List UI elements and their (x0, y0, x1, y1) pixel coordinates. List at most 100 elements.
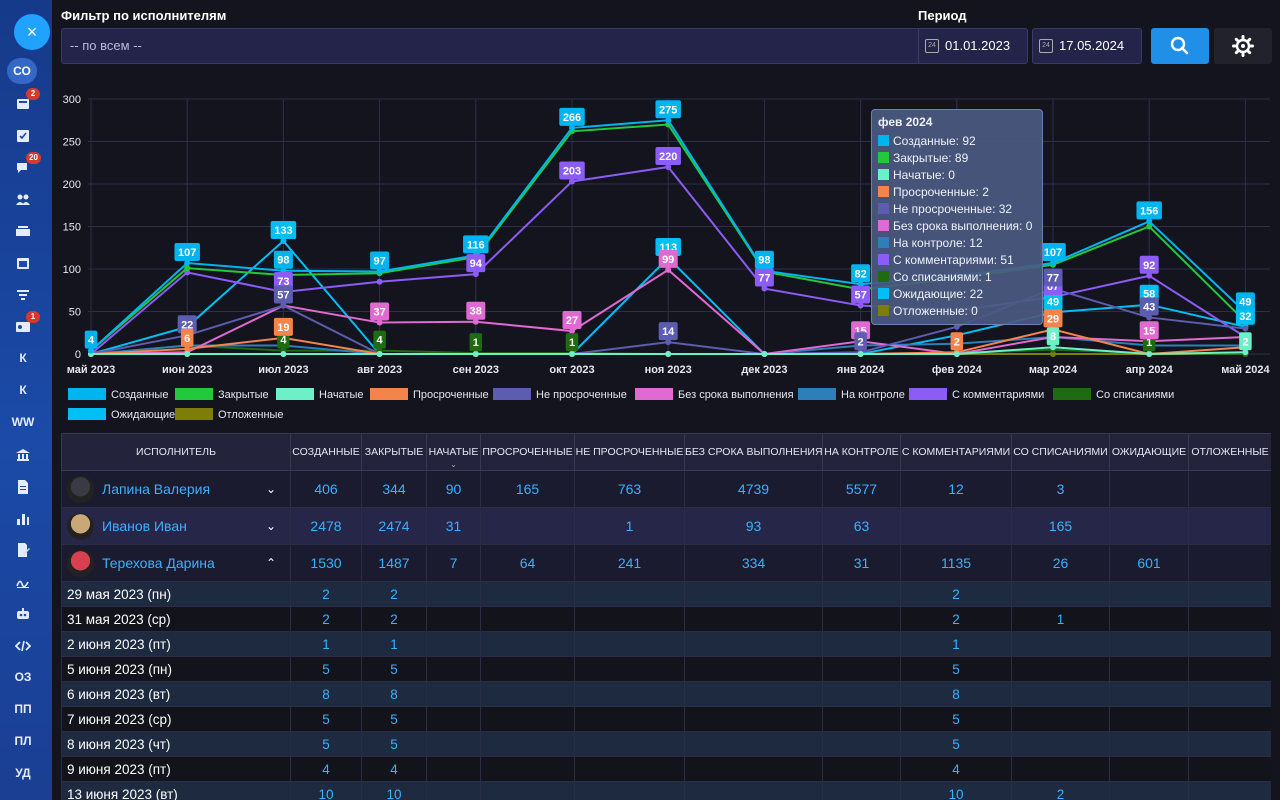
data-point[interactable] (569, 178, 575, 185)
legend-item[interactable]: Ожидающие (68, 408, 175, 422)
sidebar-item-text[interactable]: УД (0, 760, 46, 786)
data-point[interactable] (472, 271, 479, 278)
data-point[interactable] (953, 351, 960, 357)
column-header[interactable]: ОЖИДАЮЩИЕ (1109, 433, 1189, 471)
data-point[interactable] (1146, 314, 1153, 321)
executor-cell[interactable]: Терехова Дарина ⌃ (61, 544, 291, 582)
data-point[interactable] (1242, 325, 1249, 332)
legend-item[interactable]: Не просроченные (493, 388, 627, 402)
executor-name[interactable]: Лапина Валерия (102, 481, 211, 497)
data-point[interactable] (184, 260, 191, 267)
date-from-input[interactable]: 24 01.01.2023 (918, 28, 1028, 64)
data-point[interactable] (953, 323, 960, 330)
sidebar-item-robot[interactable] (0, 600, 46, 626)
sidebar-item-calendar[interactable] (0, 250, 46, 276)
data-point[interactable] (88, 347, 94, 354)
sidebar-item-text[interactable]: ПЛ (0, 728, 46, 754)
chevron-down-icon[interactable]: ⌄ (265, 519, 276, 533)
executor-row[interactable]: Иванов Иван ⌄ 2478 2474 31 1 93 63 165 (61, 507, 1271, 545)
chevron-up-icon[interactable]: ⌃ (265, 556, 276, 570)
executor-row[interactable]: Лапина Валерия ⌄ 406 344 90 165 763 4739 5577 12 3 (61, 470, 1271, 508)
data-point[interactable] (184, 265, 191, 272)
legend-item[interactable]: Начатые (276, 388, 364, 402)
sidebar-item-active[interactable]: СО (7, 58, 37, 84)
data-point[interactable] (569, 124, 575, 131)
column-header[interactable]: С КОММЕНТАРИЯМИ (900, 433, 1012, 471)
data-point[interactable] (184, 269, 191, 276)
sidebar-item-filter[interactable] (0, 281, 46, 307)
sidebar-item-bank[interactable] (0, 441, 46, 467)
legend-item[interactable]: Отложенные (175, 408, 284, 422)
data-point[interactable] (280, 302, 287, 309)
data-point[interactable] (472, 351, 479, 357)
data-point[interactable] (1050, 351, 1056, 357)
data-point[interactable] (1146, 272, 1153, 279)
data-point[interactable] (1242, 349, 1249, 356)
data-point[interactable] (569, 328, 575, 335)
column-header[interactable]: НАЧАТЫЕ ⌄ (426, 433, 481, 471)
sidebar-item-code[interactable] (0, 632, 46, 658)
data-point[interactable] (1146, 351, 1153, 357)
legend-item[interactable]: Со списаниями (1053, 388, 1174, 402)
legend-item[interactable]: На контроле (798, 388, 905, 402)
column-header[interactable]: ПРОСРОЧЕННЫЕ (480, 433, 575, 471)
sidebar-item-users[interactable] (0, 186, 46, 212)
sidebar-item-text[interactable]: ОЗ (0, 664, 46, 690)
sidebar-item-text[interactable]: К (0, 377, 46, 403)
sidebar-item-bar-chart[interactable] (0, 505, 46, 531)
legend-item[interactable]: Созданные (68, 388, 168, 402)
sidebar-item-signature[interactable] (0, 569, 46, 595)
data-point[interactable] (472, 318, 479, 325)
data-point[interactable] (376, 278, 383, 285)
data-point[interactable] (376, 268, 383, 275)
sidebar-item-chat[interactable]: 20 (0, 151, 46, 180)
sidebar-item-text[interactable]: К (0, 345, 46, 371)
column-header[interactable]: БЕЗ СРОКА ВЫПОЛНЕНИЯ (684, 433, 823, 471)
data-point[interactable] (665, 117, 672, 124)
data-point[interactable] (280, 351, 287, 357)
data-point[interactable] (376, 319, 383, 326)
settings-button[interactable] (1214, 28, 1272, 64)
data-point[interactable] (761, 285, 768, 292)
executor-name[interactable]: Иванов Иван (102, 518, 187, 534)
sidebar-item-text[interactable]: ПП (0, 696, 46, 722)
sidebar-item-edit-document[interactable] (0, 537, 46, 563)
sidebar-item-id-card[interactable]: 1 (0, 311, 46, 339)
data-point[interactable] (665, 339, 672, 346)
chevron-down-icon[interactable]: ⌄ (265, 482, 276, 496)
sort-desc-icon[interactable]: ⌄ (450, 460, 457, 469)
data-point[interactable] (857, 351, 864, 357)
sidebar-item-inbox[interactable]: 2 (0, 88, 46, 116)
executor-cell[interactable]: Иванов Иван ⌄ (61, 507, 291, 545)
column-header[interactable]: НЕ ПРОСРОЧЕННЫЕ (574, 433, 685, 471)
column-header[interactable]: ЗАКРЫТЫЕ (361, 433, 427, 471)
executor-select[interactable]: -- по всем -- (61, 28, 965, 64)
sidebar-item-checkbox[interactable] (0, 122, 46, 148)
data-point[interactable] (569, 351, 575, 357)
close-sidebar-button[interactable]: × (14, 14, 50, 50)
search-button[interactable] (1151, 28, 1209, 64)
data-point[interactable] (376, 351, 383, 357)
data-point[interactable] (1050, 260, 1056, 267)
legend-item[interactable]: С комментариями (909, 388, 1044, 402)
sidebar-item-document[interactable] (0, 473, 46, 499)
date-to-input[interactable]: 24 17.05.2024 (1032, 28, 1142, 64)
sidebar-item-tray[interactable] (0, 218, 46, 244)
data-point[interactable] (184, 345, 191, 352)
data-point[interactable] (1050, 344, 1056, 351)
data-point[interactable] (1146, 223, 1153, 230)
column-header[interactable]: СО СПИСАНИЯМИ (1011, 433, 1110, 471)
data-point[interactable] (761, 351, 768, 357)
column-header[interactable]: НА КОНТРОЛЕ (822, 433, 901, 471)
column-header[interactable]: ОТЛОЖЕННЫЕ (1188, 433, 1271, 471)
executor-name[interactable]: Терехова Дарина (102, 555, 215, 571)
column-header[interactable]: ИСПОЛНИТЕЛЬ (61, 433, 291, 471)
executor-row[interactable]: Терехова Дарина ⌃ 1530 1487 7 64 241 334 31 1135 2… (61, 544, 1271, 582)
data-point[interactable] (280, 237, 287, 244)
data-point[interactable] (665, 266, 672, 273)
executor-cell[interactable]: Лапина Валерия ⌄ (61, 470, 291, 508)
data-point[interactable] (1146, 218, 1153, 225)
data-point[interactable] (857, 302, 864, 309)
legend-item[interactable]: Просроченные (370, 388, 489, 402)
data-point[interactable] (665, 164, 672, 170)
